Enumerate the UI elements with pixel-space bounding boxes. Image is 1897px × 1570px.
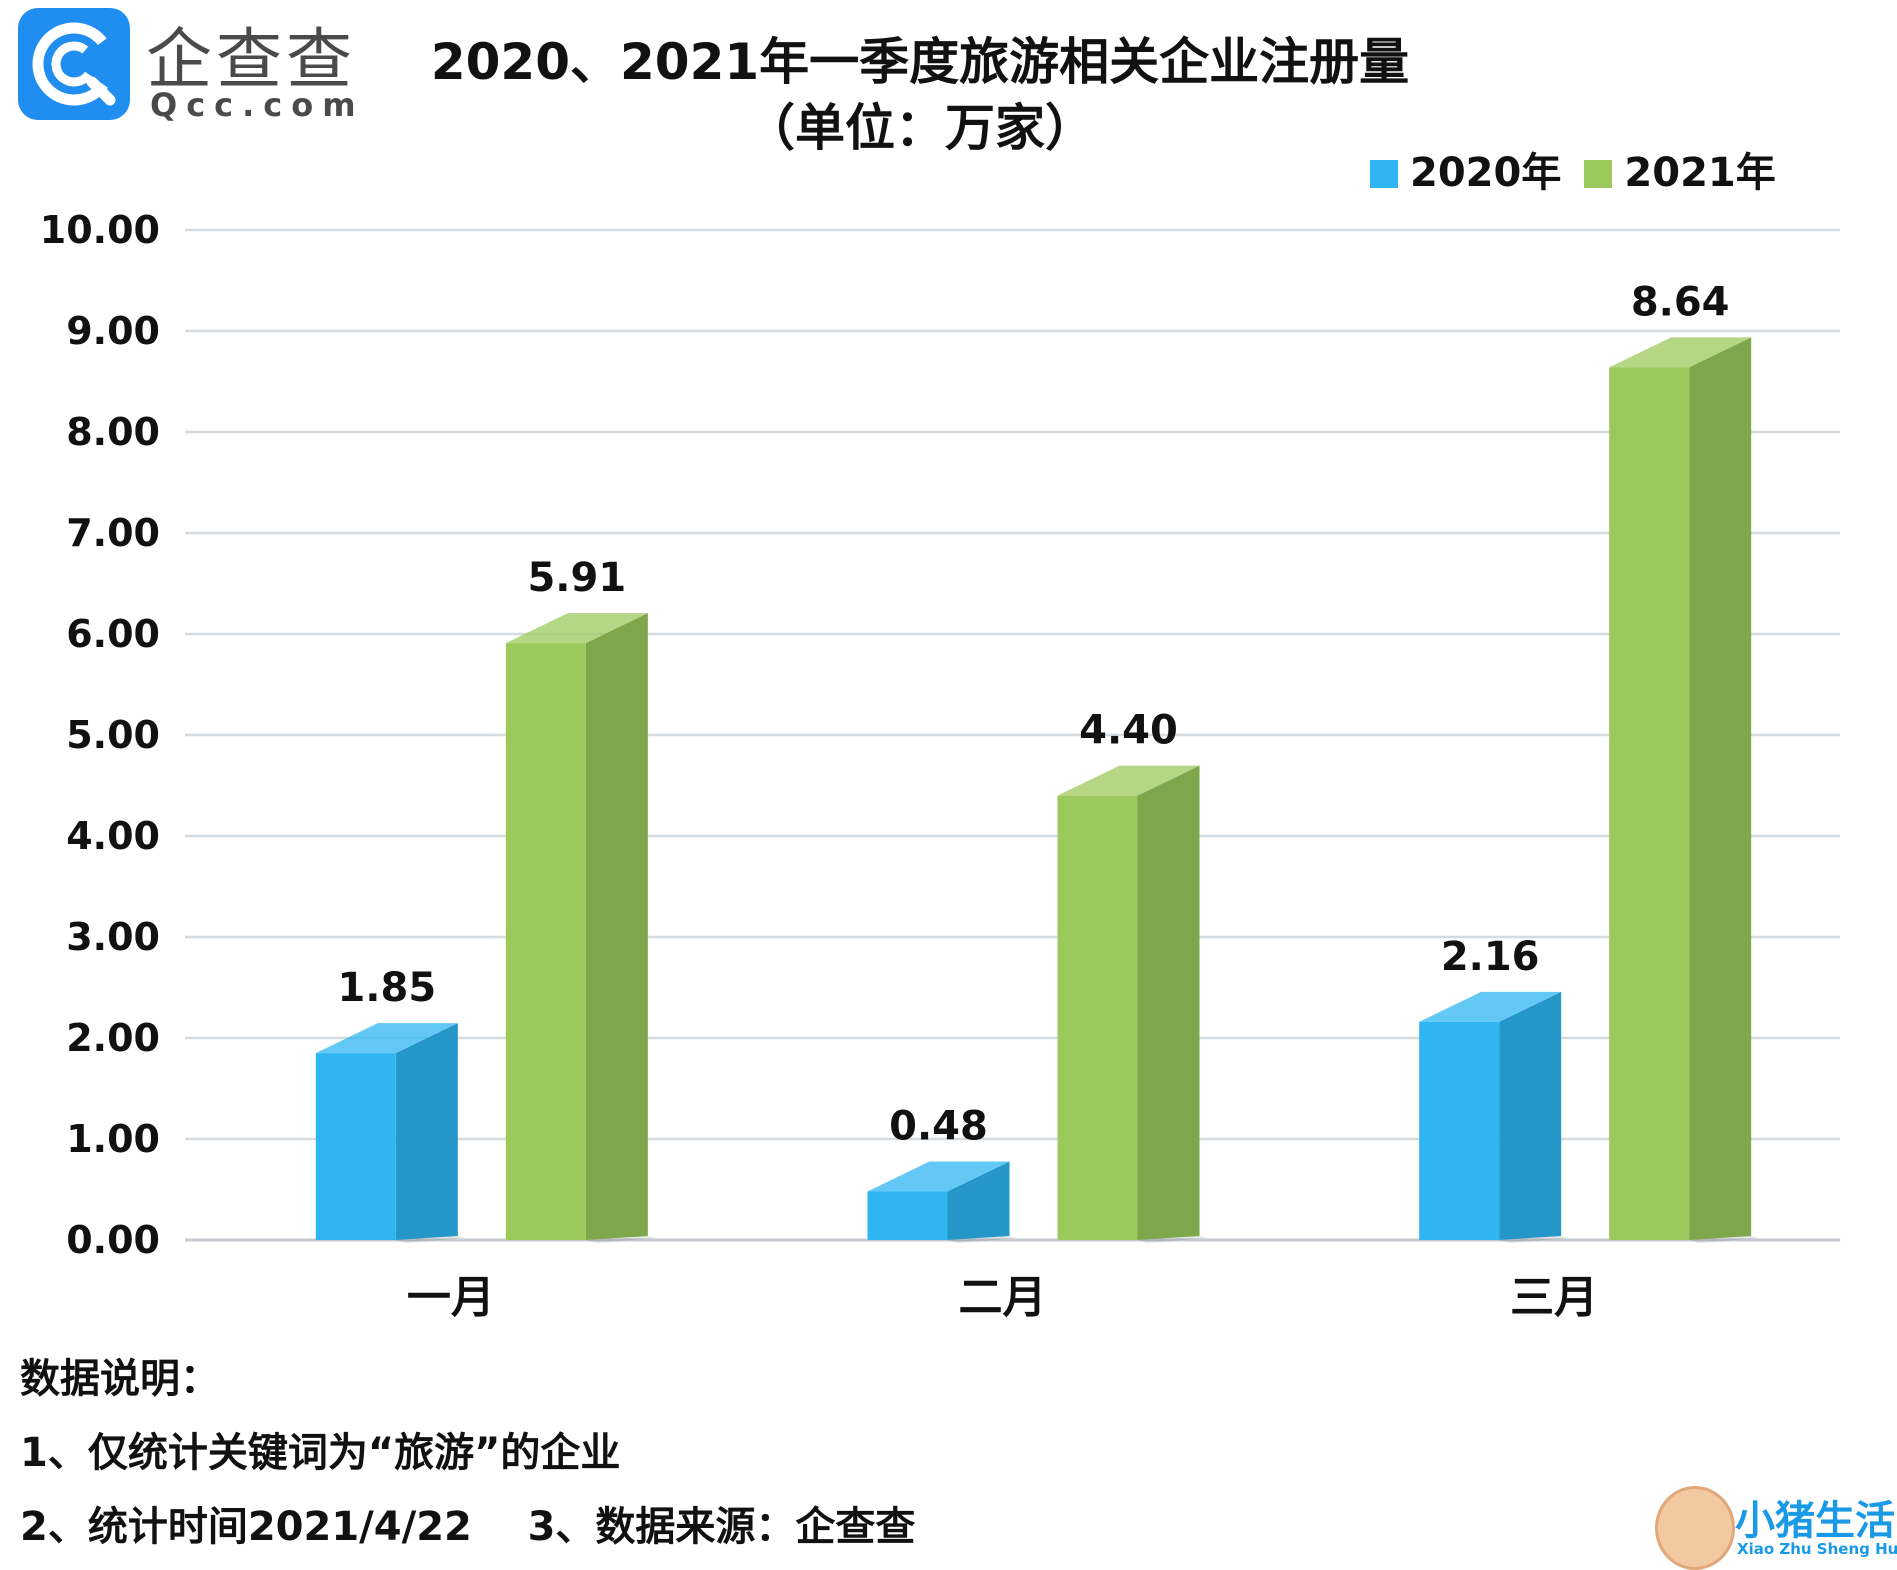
y-tick-label: 9.00 (66, 309, 160, 353)
qcc-logo: 企查查 Qcc.com (18, 8, 356, 126)
bar-front-face (315, 1053, 396, 1240)
x-tick-label: 二月 (959, 1272, 1047, 1323)
bar-front-face (1419, 1021, 1500, 1240)
bar-front-face (867, 1191, 948, 1240)
watermark-text: 小猪生活 (1735, 1498, 1895, 1544)
data-label: 2.16 (1441, 934, 1540, 980)
mascot-icon (1655, 1486, 1735, 1570)
bar-side-face (585, 613, 648, 1240)
y-tick-label: 7.00 (66, 511, 160, 555)
notes-line-2: 2、统计时间2021/4/22 3、数据来源：企查查 (20, 1504, 916, 1550)
bar-shadow (585, 1236, 656, 1243)
notes-line-1: 1、仅统计关键词为“旅游”的企业 (20, 1430, 621, 1476)
logo-name-cn: 企查查 (146, 21, 356, 98)
qcc-logo-icon (18, 8, 130, 120)
bar-shadow (1499, 1236, 1570, 1243)
chart-title: 2020、2021年一季度旅游相关企业注册量 (430, 33, 1410, 91)
bar-side-face (1689, 337, 1752, 1240)
bar-front-face (1057, 795, 1138, 1240)
y-tick-label: 8.00 (66, 410, 160, 454)
legend-label-2020: 2020年 (1410, 150, 1562, 196)
chart-subtitle: （单位：万家） (745, 99, 1095, 157)
data-notes: 数据说明： 1、仅统计关键词为“旅游”的企业 2、统计时间2021/4/22 3… (20, 1342, 1420, 1564)
bar-front-face (505, 643, 586, 1240)
bar-side-face (1499, 991, 1562, 1240)
y-tick-label: 10.00 (40, 208, 160, 252)
bar-top-face (1419, 991, 1562, 1022)
legend-item-2020: 2020年 (1370, 140, 1561, 198)
legend-label-2021: 2021年 (1624, 150, 1776, 196)
bar-top-face (1609, 337, 1752, 368)
bar-side-face (395, 1023, 458, 1240)
bar-chart: 0.00 1.00 2.00 3.00 4.00 5.00 6.00 7.00 8.00 9.00… (40, 208, 1840, 1323)
bar-shadow (947, 1236, 1018, 1243)
watermark-subtext: Xiao Zhu Sheng Huo (1737, 1540, 1897, 1558)
x-tick-label: 一月 (407, 1272, 495, 1323)
y-tick-label: 0.00 (66, 1218, 160, 1262)
y-tick-label: 5.00 (66, 713, 160, 757)
bar-top-face (1057, 765, 1200, 796)
watermark: 小猪生活 Xiao Zhu Sheng Huo (1655, 1484, 1897, 1570)
bar-top-face (315, 1023, 458, 1054)
y-tick-label: 4.00 (66, 814, 160, 858)
bar-side-face (1137, 765, 1200, 1240)
notes-heading: 数据说明： (20, 1356, 220, 1402)
y-tick-label: 6.00 (66, 612, 160, 656)
data-label: 8.64 (1631, 279, 1730, 325)
legend-item-2021: 2021年 (1584, 140, 1776, 198)
data-label: 5.91 (527, 555, 626, 601)
bar-shadow (395, 1236, 466, 1243)
bar-top-face (867, 1161, 1010, 1192)
logo-name-en: Qcc.com (150, 86, 365, 124)
y-tick-label: 3.00 (66, 915, 160, 959)
bar-front-face (1609, 367, 1690, 1240)
bar-shadow (1137, 1236, 1208, 1243)
y-tick-label: 1.00 (66, 1117, 160, 1161)
data-label: 4.40 (1079, 708, 1178, 754)
data-label: 0.48 (889, 1104, 988, 1150)
legend-swatch-2021 (1584, 160, 1613, 188)
x-tick-label: 三月 (1510, 1272, 1598, 1323)
data-label: 1.85 (337, 965, 436, 1011)
legend-swatch-2020 (1370, 160, 1398, 188)
y-tick-label: 2.00 (66, 1016, 160, 1060)
bar-top-face (505, 613, 648, 644)
bar-shadow (1689, 1236, 1760, 1243)
bar-side-face (947, 1161, 1010, 1240)
chart-legend: 2020年 2021年 (1370, 140, 1794, 196)
